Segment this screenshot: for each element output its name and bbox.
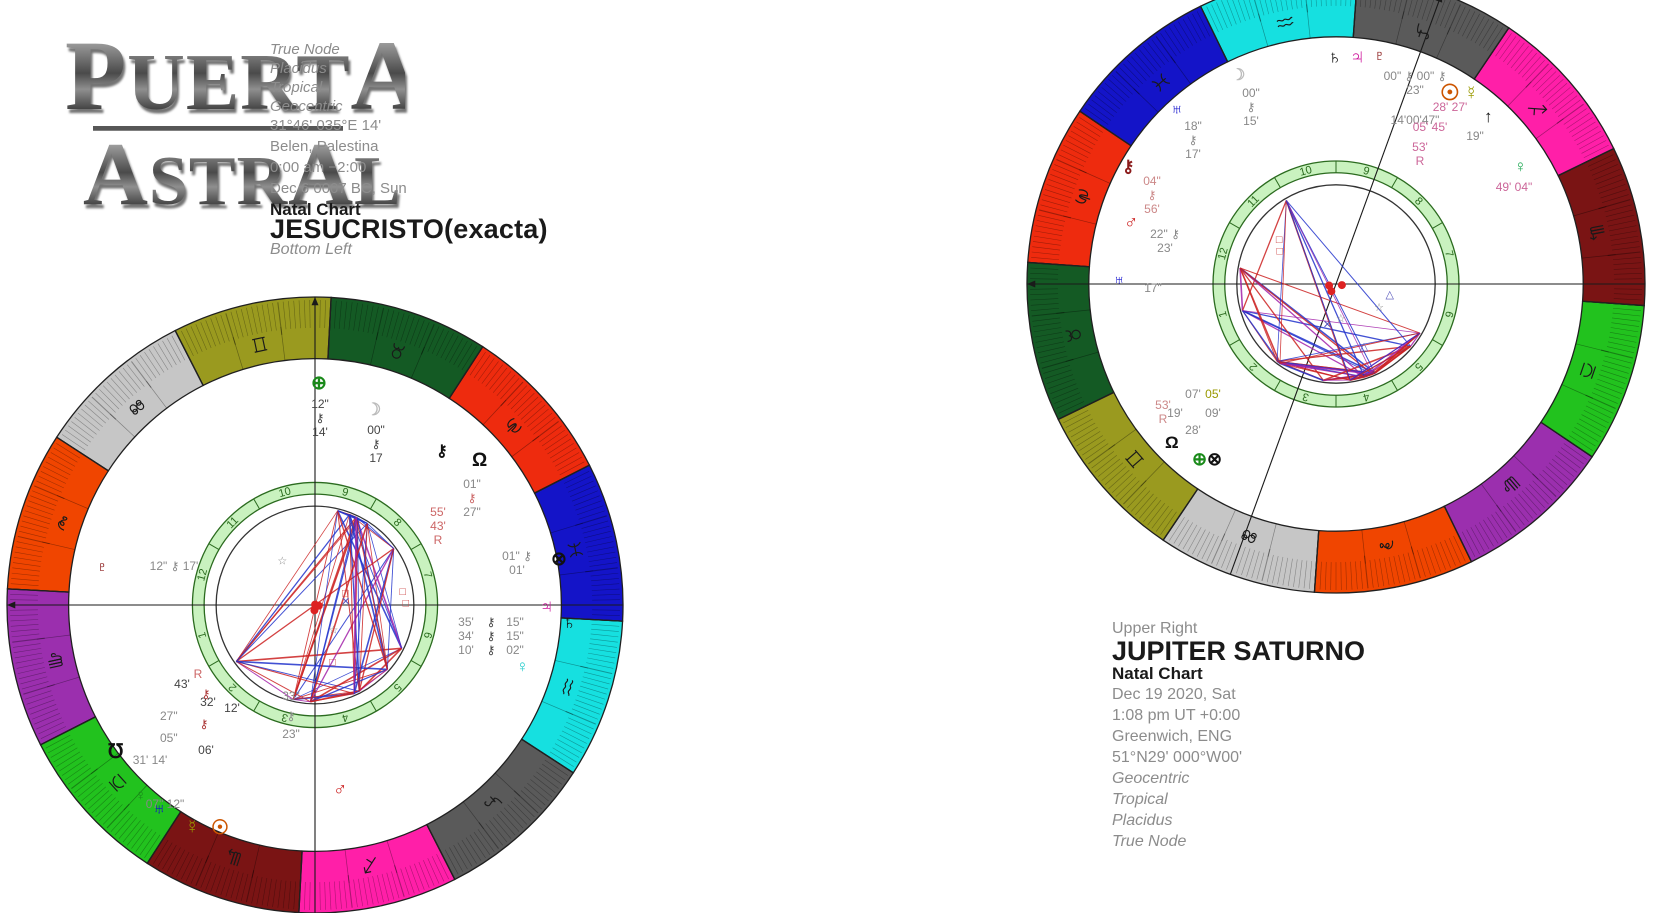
svg-text:△: △ (1385, 289, 1394, 301)
svg-text:☆: ☆ (277, 556, 287, 568)
svg-text:□: □ (1276, 246, 1283, 258)
svg-text:□: □ (1276, 234, 1283, 246)
svg-text:□: □ (399, 586, 406, 598)
svg-text:△: △ (1360, 341, 1369, 353)
svg-text:□: □ (329, 656, 336, 668)
svg-text:□: □ (403, 598, 410, 610)
svg-text:☆: ☆ (1336, 313, 1346, 325)
svg-text:✕: ✕ (341, 596, 350, 608)
svg-text:☆: ☆ (328, 625, 338, 637)
svg-text:✕: ✕ (1323, 319, 1332, 331)
svg-text:☆: ☆ (1374, 302, 1384, 314)
